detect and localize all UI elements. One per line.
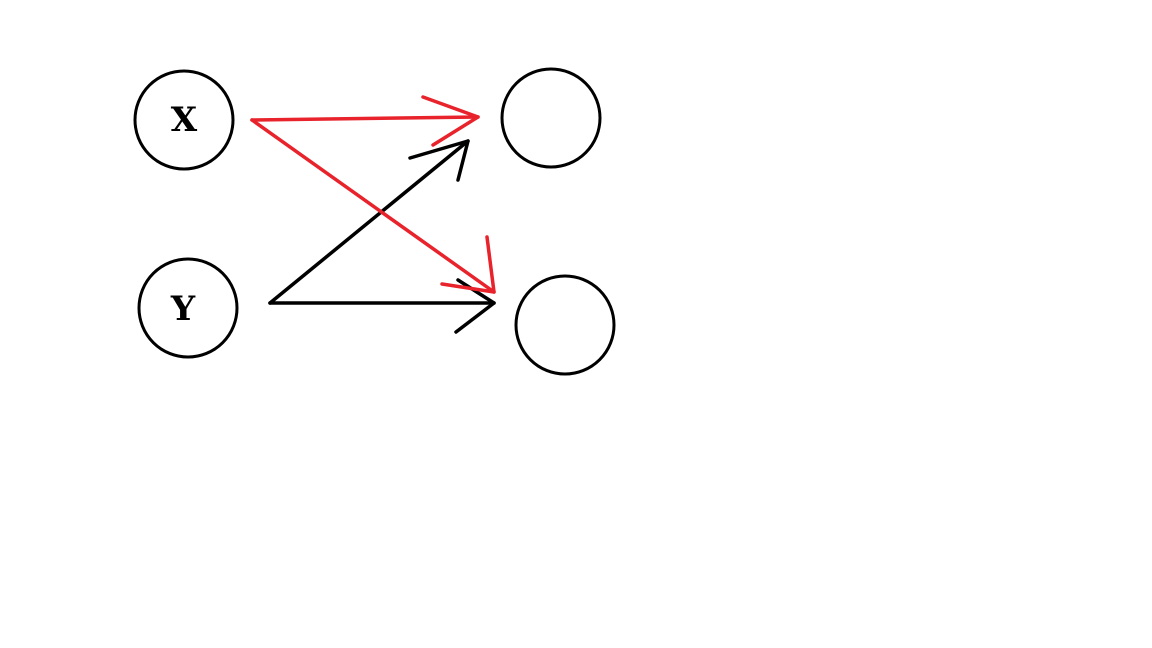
node-y-circle — [137, 257, 239, 359]
edge-y-out1-arrowhead — [408, 139, 470, 182]
node-out1-circle — [500, 67, 602, 169]
edge-x-out1 — [250, 95, 480, 147]
edge-x-out1-line — [250, 115, 480, 122]
node-x: X — [133, 69, 235, 171]
edge-x-out2 — [250, 118, 496, 294]
edge-x-out2-line — [250, 118, 496, 294]
node-y: Y — [137, 257, 239, 359]
edge-x-out1-arrowhead — [421, 95, 480, 147]
edge-y-out1-line — [268, 139, 470, 305]
edge-y-out1 — [268, 139, 470, 305]
node-out2 — [514, 274, 616, 376]
node-out2-circle — [514, 274, 616, 376]
node-y-label: Y — [170, 289, 196, 329]
node-x-circle — [133, 69, 235, 171]
edge-x-out2-arrowhead — [440, 235, 496, 294]
node-out1 — [500, 67, 602, 169]
node-x-label: X — [171, 100, 198, 140]
